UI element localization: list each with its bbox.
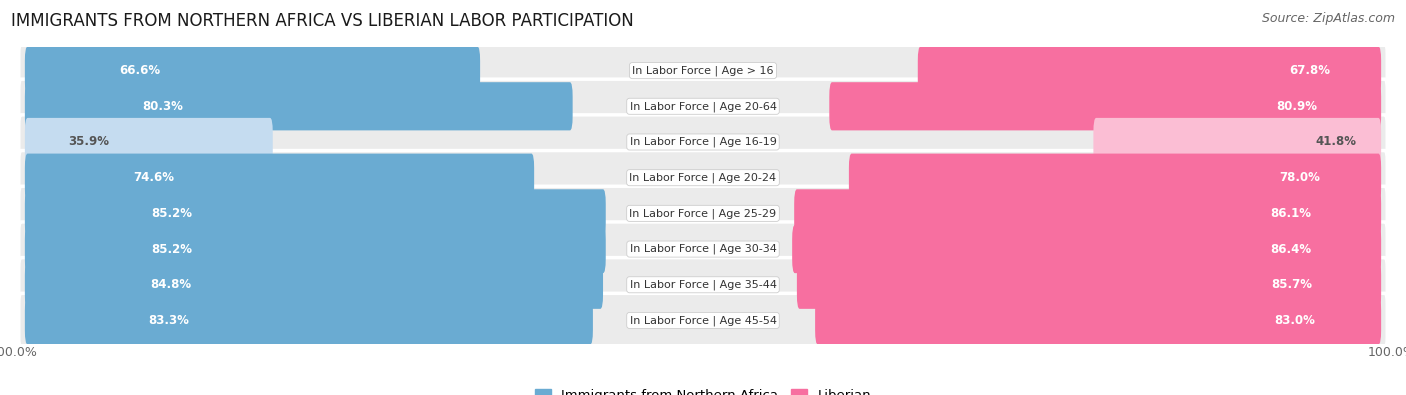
Text: 80.3%: 80.3% [143,100,184,113]
Text: In Labor Force | Age 30-34: In Labor Force | Age 30-34 [630,244,776,254]
Text: 35.9%: 35.9% [67,135,108,149]
FancyBboxPatch shape [18,150,1388,205]
Text: 80.9%: 80.9% [1277,100,1317,113]
Text: In Labor Force | Age 16-19: In Labor Force | Age 16-19 [630,137,776,147]
FancyBboxPatch shape [815,296,1381,344]
FancyBboxPatch shape [18,79,1388,134]
FancyBboxPatch shape [18,186,1388,241]
Text: 84.8%: 84.8% [150,278,191,291]
Text: 41.8%: 41.8% [1316,135,1357,149]
Text: 86.4%: 86.4% [1271,243,1312,256]
Text: 85.2%: 85.2% [150,243,193,256]
FancyBboxPatch shape [794,189,1381,237]
FancyBboxPatch shape [25,82,572,130]
Text: In Labor Force | Age 20-24: In Labor Force | Age 20-24 [630,173,776,183]
FancyBboxPatch shape [1094,118,1381,166]
FancyBboxPatch shape [849,154,1381,202]
Text: 66.6%: 66.6% [120,64,160,77]
FancyBboxPatch shape [918,47,1381,95]
FancyBboxPatch shape [25,296,593,344]
FancyBboxPatch shape [25,189,606,237]
FancyBboxPatch shape [797,261,1381,309]
FancyBboxPatch shape [830,82,1381,130]
Text: In Labor Force | Age 25-29: In Labor Force | Age 25-29 [630,208,776,218]
Text: 83.3%: 83.3% [148,314,188,327]
FancyBboxPatch shape [25,225,606,273]
FancyBboxPatch shape [25,261,603,309]
Text: 85.7%: 85.7% [1271,278,1312,291]
Text: IMMIGRANTS FROM NORTHERN AFRICA VS LIBERIAN LABOR PARTICIPATION: IMMIGRANTS FROM NORTHERN AFRICA VS LIBER… [11,12,634,30]
Text: In Labor Force | Age 35-44: In Labor Force | Age 35-44 [630,280,776,290]
FancyBboxPatch shape [18,258,1388,312]
Text: In Labor Force | Age 20-64: In Labor Force | Age 20-64 [630,101,776,111]
Text: 74.6%: 74.6% [134,171,174,184]
Text: 86.1%: 86.1% [1271,207,1312,220]
FancyBboxPatch shape [25,47,479,95]
FancyBboxPatch shape [25,154,534,202]
Text: Source: ZipAtlas.com: Source: ZipAtlas.com [1261,12,1395,25]
FancyBboxPatch shape [792,225,1381,273]
Text: 78.0%: 78.0% [1279,171,1320,184]
FancyBboxPatch shape [18,43,1388,98]
FancyBboxPatch shape [18,293,1388,348]
Legend: Immigrants from Northern Africa, Liberian: Immigrants from Northern Africa, Liberia… [534,389,872,395]
Text: 83.0%: 83.0% [1274,314,1315,327]
FancyBboxPatch shape [18,115,1388,169]
Text: In Labor Force | Age > 16: In Labor Force | Age > 16 [633,65,773,76]
Text: 85.2%: 85.2% [150,207,193,220]
FancyBboxPatch shape [18,222,1388,276]
Text: In Labor Force | Age 45-54: In Labor Force | Age 45-54 [630,315,776,326]
FancyBboxPatch shape [25,118,273,166]
Text: 67.8%: 67.8% [1289,64,1330,77]
